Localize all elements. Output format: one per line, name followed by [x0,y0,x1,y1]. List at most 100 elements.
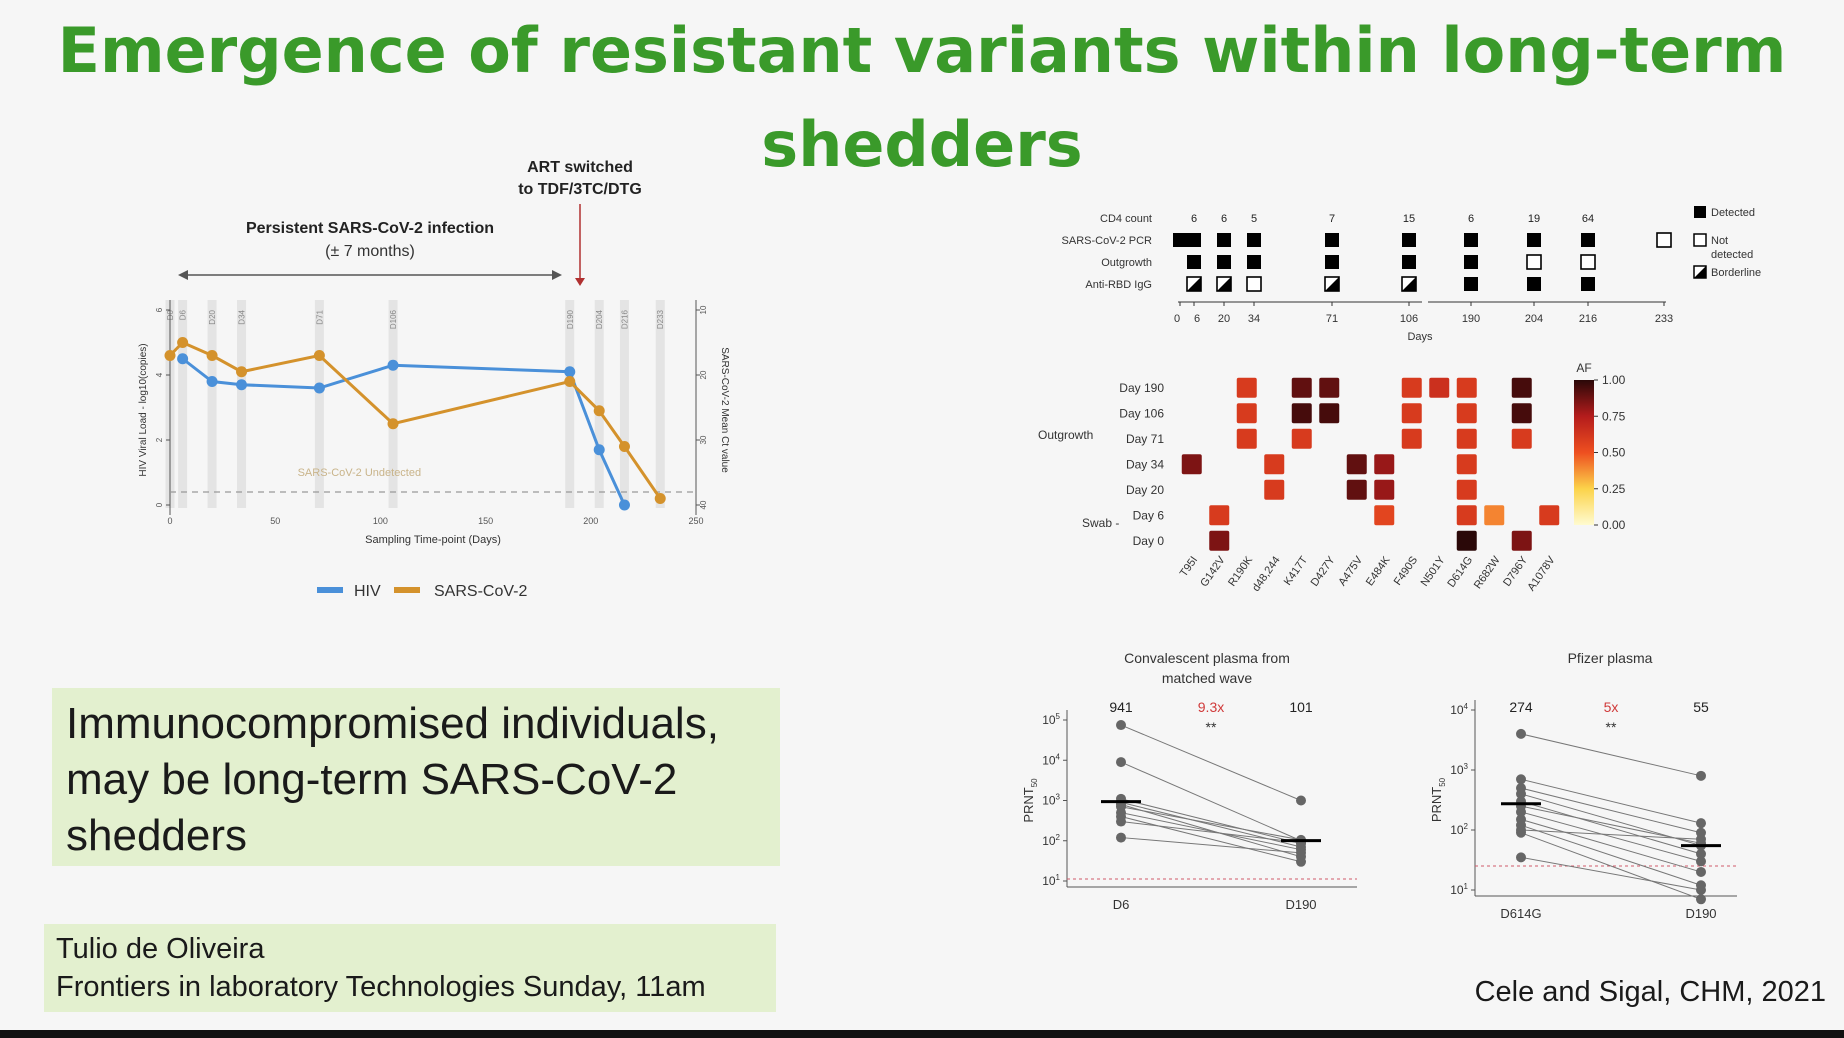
pair-line [1520,805,1702,844]
note-line-2: may be long-term SARS-CoV-2 [66,755,678,804]
pre-point [1516,806,1526,817]
series-1-point [654,493,666,504]
undetected-label: SARS-CoV-2 Undetected [298,467,422,479]
x-tick-label: 200 [583,516,598,526]
pair-line [1520,778,1702,824]
status-detected [1464,233,1478,247]
legend-borderline-fill [1694,266,1706,278]
sampling-day-label: D6 [179,309,188,320]
heatmap-cell [1374,454,1395,475]
pair-line [1120,821,1302,844]
heatmap-row-label: Day 106 [1119,406,1164,420]
series-1-point [564,376,576,387]
heatmap-cell [1346,479,1367,500]
legend-hiv-swatch [317,587,343,593]
category-label: D190 [1285,897,1316,912]
timeline-row-labels: CD4 count SARS-CoV-2 PCR Outgrowth Anti-RBD… [1062,213,1153,291]
heatmap-cell [1456,530,1477,551]
right-y-tick-label: 10 [699,305,708,314]
y-tick-label: 104 [1042,752,1060,767]
heatmap-cell [1264,479,1285,500]
colorbar-tick-label: 0.00 [1602,518,1626,532]
series-line-1 [168,340,662,500]
status-detected [1247,255,1261,269]
heatmap-row-labels: Day 190 Day 106 Day 71 Day 34 Day 20 Day 6 Day… [1119,381,1164,548]
series-0-point [593,444,605,456]
heatmap-cell [1456,428,1477,449]
heatmap-column-label: A1078V [1525,554,1558,593]
heatmap-column-label: d48,244 [1250,554,1283,593]
heatmap-column-label: K417T [1282,554,1311,588]
pair-line [1120,816,1302,863]
timeline-row-label: CD4 count [1100,213,1152,225]
x-tick-label: 150 [478,516,493,526]
legend-not-detected-swatch [1693,233,1707,247]
pair-line [1120,837,1302,854]
timeline-row-label: Anti-RBD IgG [1085,279,1152,291]
cd4-count: 19 [1528,213,1540,225]
heatmap-cell [1401,403,1422,424]
timeline-day-label: 233 [1655,313,1673,325]
status-not-detected [1656,232,1672,248]
status-detected [1464,277,1478,291]
series-1-point [164,350,176,361]
persistent-infection-arrow [178,270,562,280]
post-point [1696,894,1706,905]
status-borderline-fill [1402,277,1416,291]
pair-line [1520,818,1702,873]
cd4-count: 7 [1329,213,1335,225]
speaker-name: Tulio de Oliveira [56,933,265,965]
post-point [1696,770,1706,781]
heatmap-cell [1511,377,1532,398]
status-detected [1402,233,1416,247]
pre-point [1116,757,1126,768]
timeline-row-label: SARS-CoV-2 PCR [1062,235,1153,247]
heatmap-column-label: R190K [1226,554,1256,589]
series-1-point [236,366,248,378]
chart4-plot: 101 102 103 104 105 PRNT50 941 D6 101 D190 9.3x ** [1021,699,1357,912]
y-tick-label: 103 [1450,762,1468,777]
heatmap-cell [1236,403,1257,424]
pre-point [1116,816,1126,827]
timeline-day-label: 216 [1579,313,1597,325]
pre-point [1516,728,1526,739]
status-detected [1581,277,1595,291]
status-detected [1581,233,1595,247]
sampling-day-label: D71 [315,309,324,324]
colorbar-title: AF [1576,361,1591,375]
right-y-tick-label: 30 [699,435,708,444]
left-y-tick-label: 4 [155,372,164,377]
pair-line [1520,824,1702,886]
heatmap-row-label: Day 6 [1133,508,1165,522]
heatmap-cell [1511,428,1532,449]
median-label: 274 [1509,699,1533,715]
sampling-day-label: D106 [389,309,398,329]
pair-line [1120,812,1302,851]
status-borderline-fill [1217,277,1231,291]
pre-point [1516,827,1526,838]
pair-line [1120,806,1302,841]
pair-line [1520,733,1702,777]
chart4-title-line-1: Convalescent plasma from [1124,650,1290,666]
status-not-detected [1526,254,1542,270]
colorbar-tick-label: 0.25 [1602,482,1626,496]
speaker-session: Frontiers in laboratory Technologies Sun… [56,971,706,1003]
x-tick-label: 250 [688,516,703,526]
series-0-point [313,382,325,394]
heatmap-row-label: Day 71 [1126,432,1164,446]
status-detected [1325,233,1339,247]
pre-point [1116,720,1126,731]
heatmap-column-label: N501Y [1419,554,1449,589]
y-tick-label: 102 [1450,822,1468,837]
cd4-count: 6 [1468,213,1474,225]
note-line-3: shedders [66,811,248,860]
persistent-infection-title: Persistent SARS-CoV-2 infection [246,220,494,237]
category-label: D6 [1113,897,1130,912]
chart5-title: Pfizer plasma [1568,650,1653,666]
x-axis-label: Sampling Time-point (Days) [365,534,501,546]
y-axis-label: PRNT50 [1429,777,1447,822]
sampling-day-label: D216 [620,309,629,329]
legend-hiv-label: HIV [354,583,381,600]
colorbar-tick-label: 0.75 [1602,409,1626,423]
heatmap-cell [1484,505,1505,526]
